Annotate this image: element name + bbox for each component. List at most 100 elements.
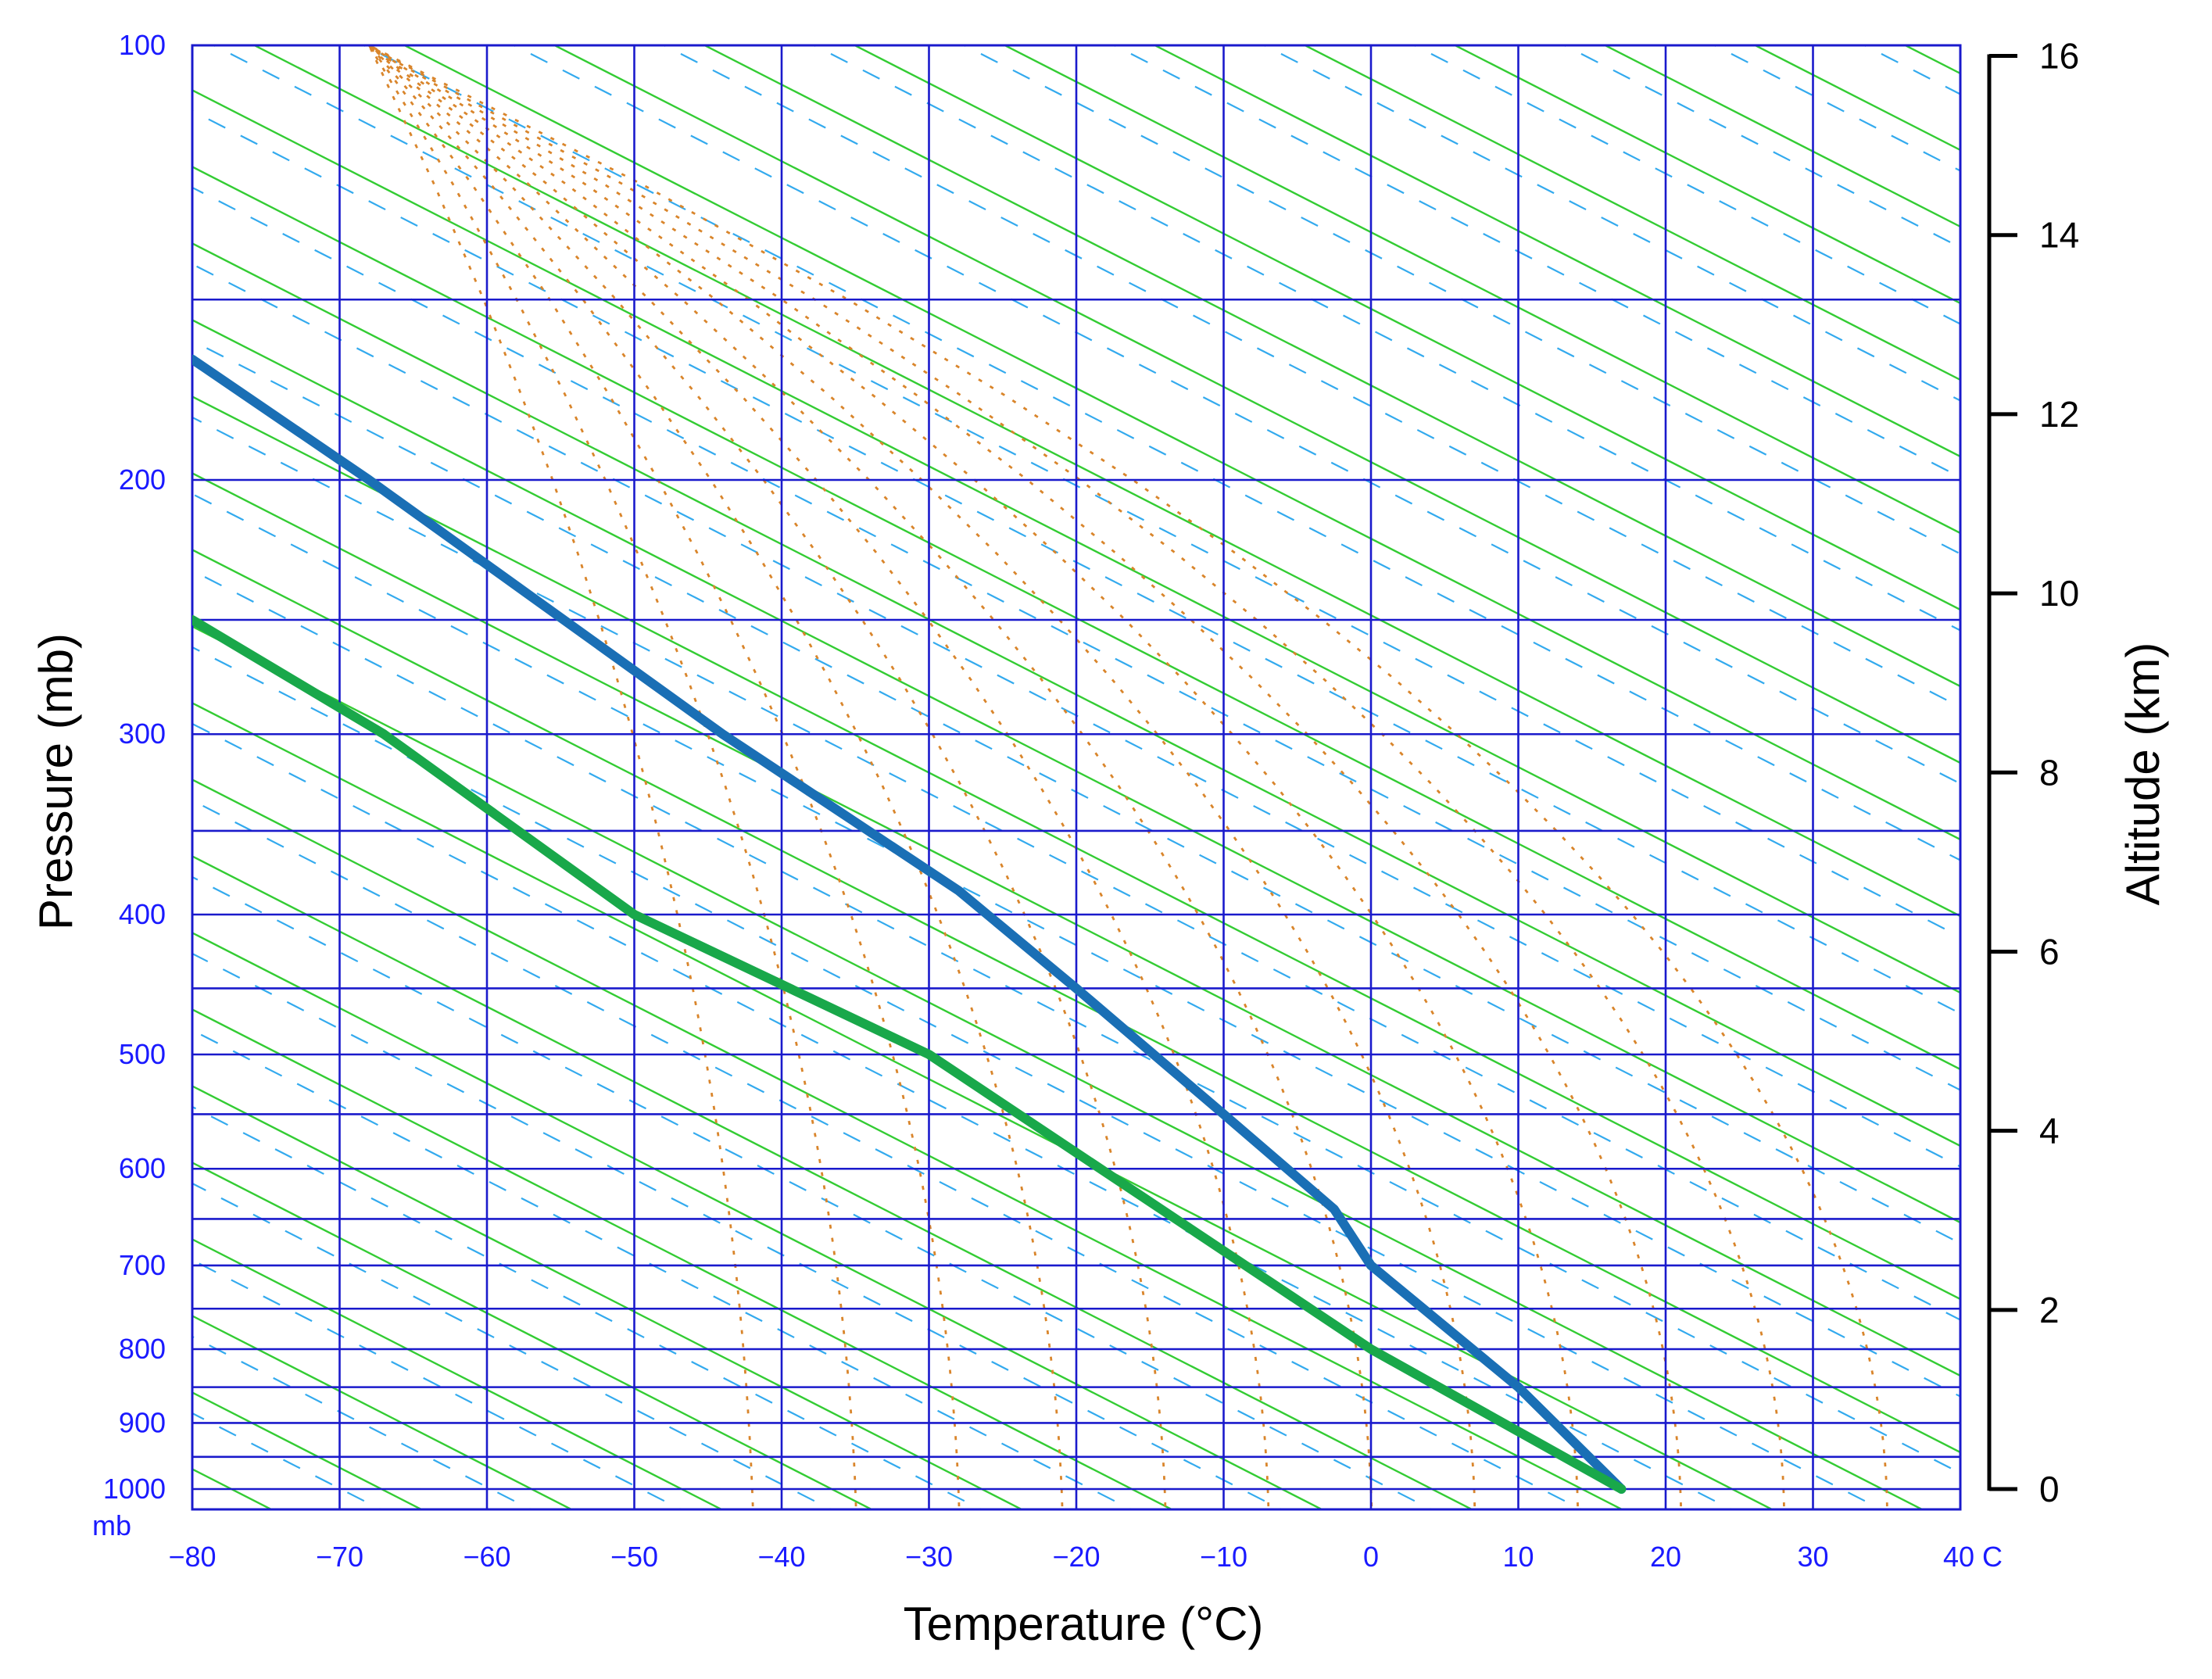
altitude-tick-label: 14 <box>2039 215 2079 256</box>
y-tick-label: 800 <box>119 1333 166 1365</box>
mixing-ratio-line <box>192 1182 833 1509</box>
mixing-ratio-line <box>192 339 1960 1244</box>
mixing-ratio-line <box>192 952 1283 1509</box>
dry-adiabat-line <box>402 45 1960 841</box>
dry-adiabat-line <box>192 472 1960 1377</box>
plot-frame <box>191 44 1962 1511</box>
altitude-tick-label: 6 <box>2039 931 2060 972</box>
dry-adiabat-line <box>192 549 1960 1454</box>
mixing-ratio-line <box>192 416 1960 1321</box>
dry-adiabat-line <box>192 1238 724 1509</box>
y-tick-label: 300 <box>119 718 166 750</box>
altitude-tick-label: 2 <box>2039 1290 2060 1330</box>
profile-lines <box>192 354 1627 1494</box>
x-tick-label: 20 <box>1650 1541 1681 1573</box>
x-tick-label: −70 <box>316 1541 363 1573</box>
y-tick-label: 1000 <box>103 1473 166 1505</box>
mixing-ratio-line <box>192 569 1960 1474</box>
y-tick-label: 700 <box>119 1249 166 1281</box>
mixing-ratio-line <box>192 186 1960 1091</box>
mixing-ratio-line <box>662 45 1960 708</box>
dry-adiabat-line <box>192 932 1324 1509</box>
dry-adiabat-line <box>1452 45 1960 305</box>
mixing-ratio-line <box>512 45 1960 785</box>
dry-adiabat-line <box>192 396 1960 1301</box>
x-tick-label: −50 <box>610 1541 658 1573</box>
mixing-ratio-line <box>192 646 1884 1509</box>
y-tick-label: 400 <box>119 898 166 930</box>
x-tick-label: −40 <box>757 1541 805 1573</box>
mixing-ratio-line <box>192 1258 683 1509</box>
moist-adiabat-line <box>367 45 754 1509</box>
mixing-ratio-line <box>192 263 1960 1168</box>
x-tick-label: 30 <box>1797 1541 1828 1573</box>
tick-labels: −80 −70 −60 −50 −40 −30 −20 −10 0 10 20 30 40 C 100 20… <box>92 29 2003 1573</box>
mixing-ratio-line <box>962 45 1960 555</box>
x-tick-label: −60 <box>463 1541 510 1573</box>
x-tick-label: 40 C <box>1943 1541 2003 1573</box>
mixing-ratio-line <box>192 1105 983 1509</box>
x-tick-label: −10 <box>1200 1541 1247 1573</box>
mixing-ratio-line <box>1999 38 2212 1517</box>
y-tick-label: 600 <box>119 1152 166 1184</box>
dry-adiabat-line <box>1152 45 1960 458</box>
mixing-ratio-line <box>1262 45 1960 402</box>
x-tick-label: −30 <box>905 1541 953 1573</box>
dry-adiabat-line <box>552 45 1960 764</box>
x-tick-label: 0 <box>1363 1541 1379 1573</box>
altitude-tick-label: 12 <box>2039 394 2079 435</box>
dry-adiabat-line <box>192 779 1624 1509</box>
mixing-ratio-line <box>1112 45 1960 478</box>
mixing-ratio-line <box>192 722 1734 1509</box>
dry-adiabat-line <box>2190 38 2212 1517</box>
green-profile-line <box>192 615 1627 1494</box>
moist-adiabat-line <box>368 45 1682 1509</box>
mixing-ratio-line <box>192 799 1584 1509</box>
y-tick-label: 200 <box>119 464 166 496</box>
y-tick-label: 500 <box>119 1038 166 1070</box>
mixing-ratio-line <box>212 45 1960 938</box>
y-unit-label: mb <box>92 1509 131 1541</box>
dry-adiabat-line <box>1302 45 1960 381</box>
dry-adiabat-line <box>192 1008 1174 1509</box>
moist-adiabat-line <box>368 45 1476 1509</box>
grid <box>191 44 1962 1511</box>
altitude-tick-label: 0 <box>2039 1469 2060 1509</box>
moist-adiabat-line <box>368 45 857 1509</box>
mixing-ratio-line <box>812 45 1960 632</box>
dry-adiabat-line <box>192 1315 574 1509</box>
y-tick-label: 100 <box>119 29 166 61</box>
mixing-ratio-line <box>362 45 1960 861</box>
dry-adiabat-line <box>852 45 1960 611</box>
dry-adiabat-line <box>192 242 1960 1147</box>
mixing-ratio-line <box>1412 45 1960 325</box>
y2-axis-title: Altitude (km) <box>2117 643 2169 906</box>
background-lines <box>192 38 2212 1517</box>
dry-adiabat-line <box>192 319 1960 1224</box>
moist-adiabat-line <box>368 45 1373 1509</box>
dry-adiabat-line <box>702 45 1960 688</box>
y-tick-label: 900 <box>119 1406 166 1438</box>
dry-adiabat-line <box>192 702 1774 1509</box>
moist-adiabat-line <box>368 45 1270 1509</box>
altitude-tick-label: 4 <box>2039 1111 2060 1151</box>
y-axis-title: Pressure (mb) <box>30 633 82 930</box>
moist-adiabat-line <box>368 45 1579 1509</box>
moist-adiabat-line <box>368 45 1167 1509</box>
x-tick-label: −20 <box>1052 1541 1100 1573</box>
dry-adiabat-line <box>1002 45 1960 535</box>
x-axis-title: Temperature (°C) <box>904 1598 1264 1650</box>
mixing-ratio-line <box>192 875 1434 1509</box>
altitude-tick-label: 16 <box>2039 36 2079 77</box>
dry-adiabat-line <box>192 1162 874 1509</box>
x-tick-label: −80 <box>168 1541 216 1573</box>
x-tick-label: 10 <box>1502 1541 1534 1573</box>
mixing-ratio-line <box>192 109 1960 1015</box>
blue-profile-line <box>192 354 1627 1494</box>
dry-adiabat-line <box>192 855 1474 1509</box>
altitude-tick-label: 10 <box>2039 573 2079 614</box>
dry-adiabat-line <box>192 1085 1024 1509</box>
dry-adiabat-line <box>252 45 1960 918</box>
mixing-ratio-line <box>192 492 1960 1398</box>
